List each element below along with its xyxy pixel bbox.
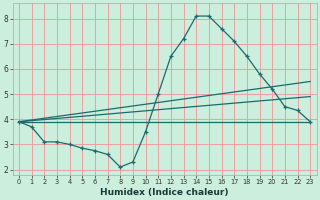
X-axis label: Humidex (Indice chaleur): Humidex (Indice chaleur) (100, 188, 229, 197)
